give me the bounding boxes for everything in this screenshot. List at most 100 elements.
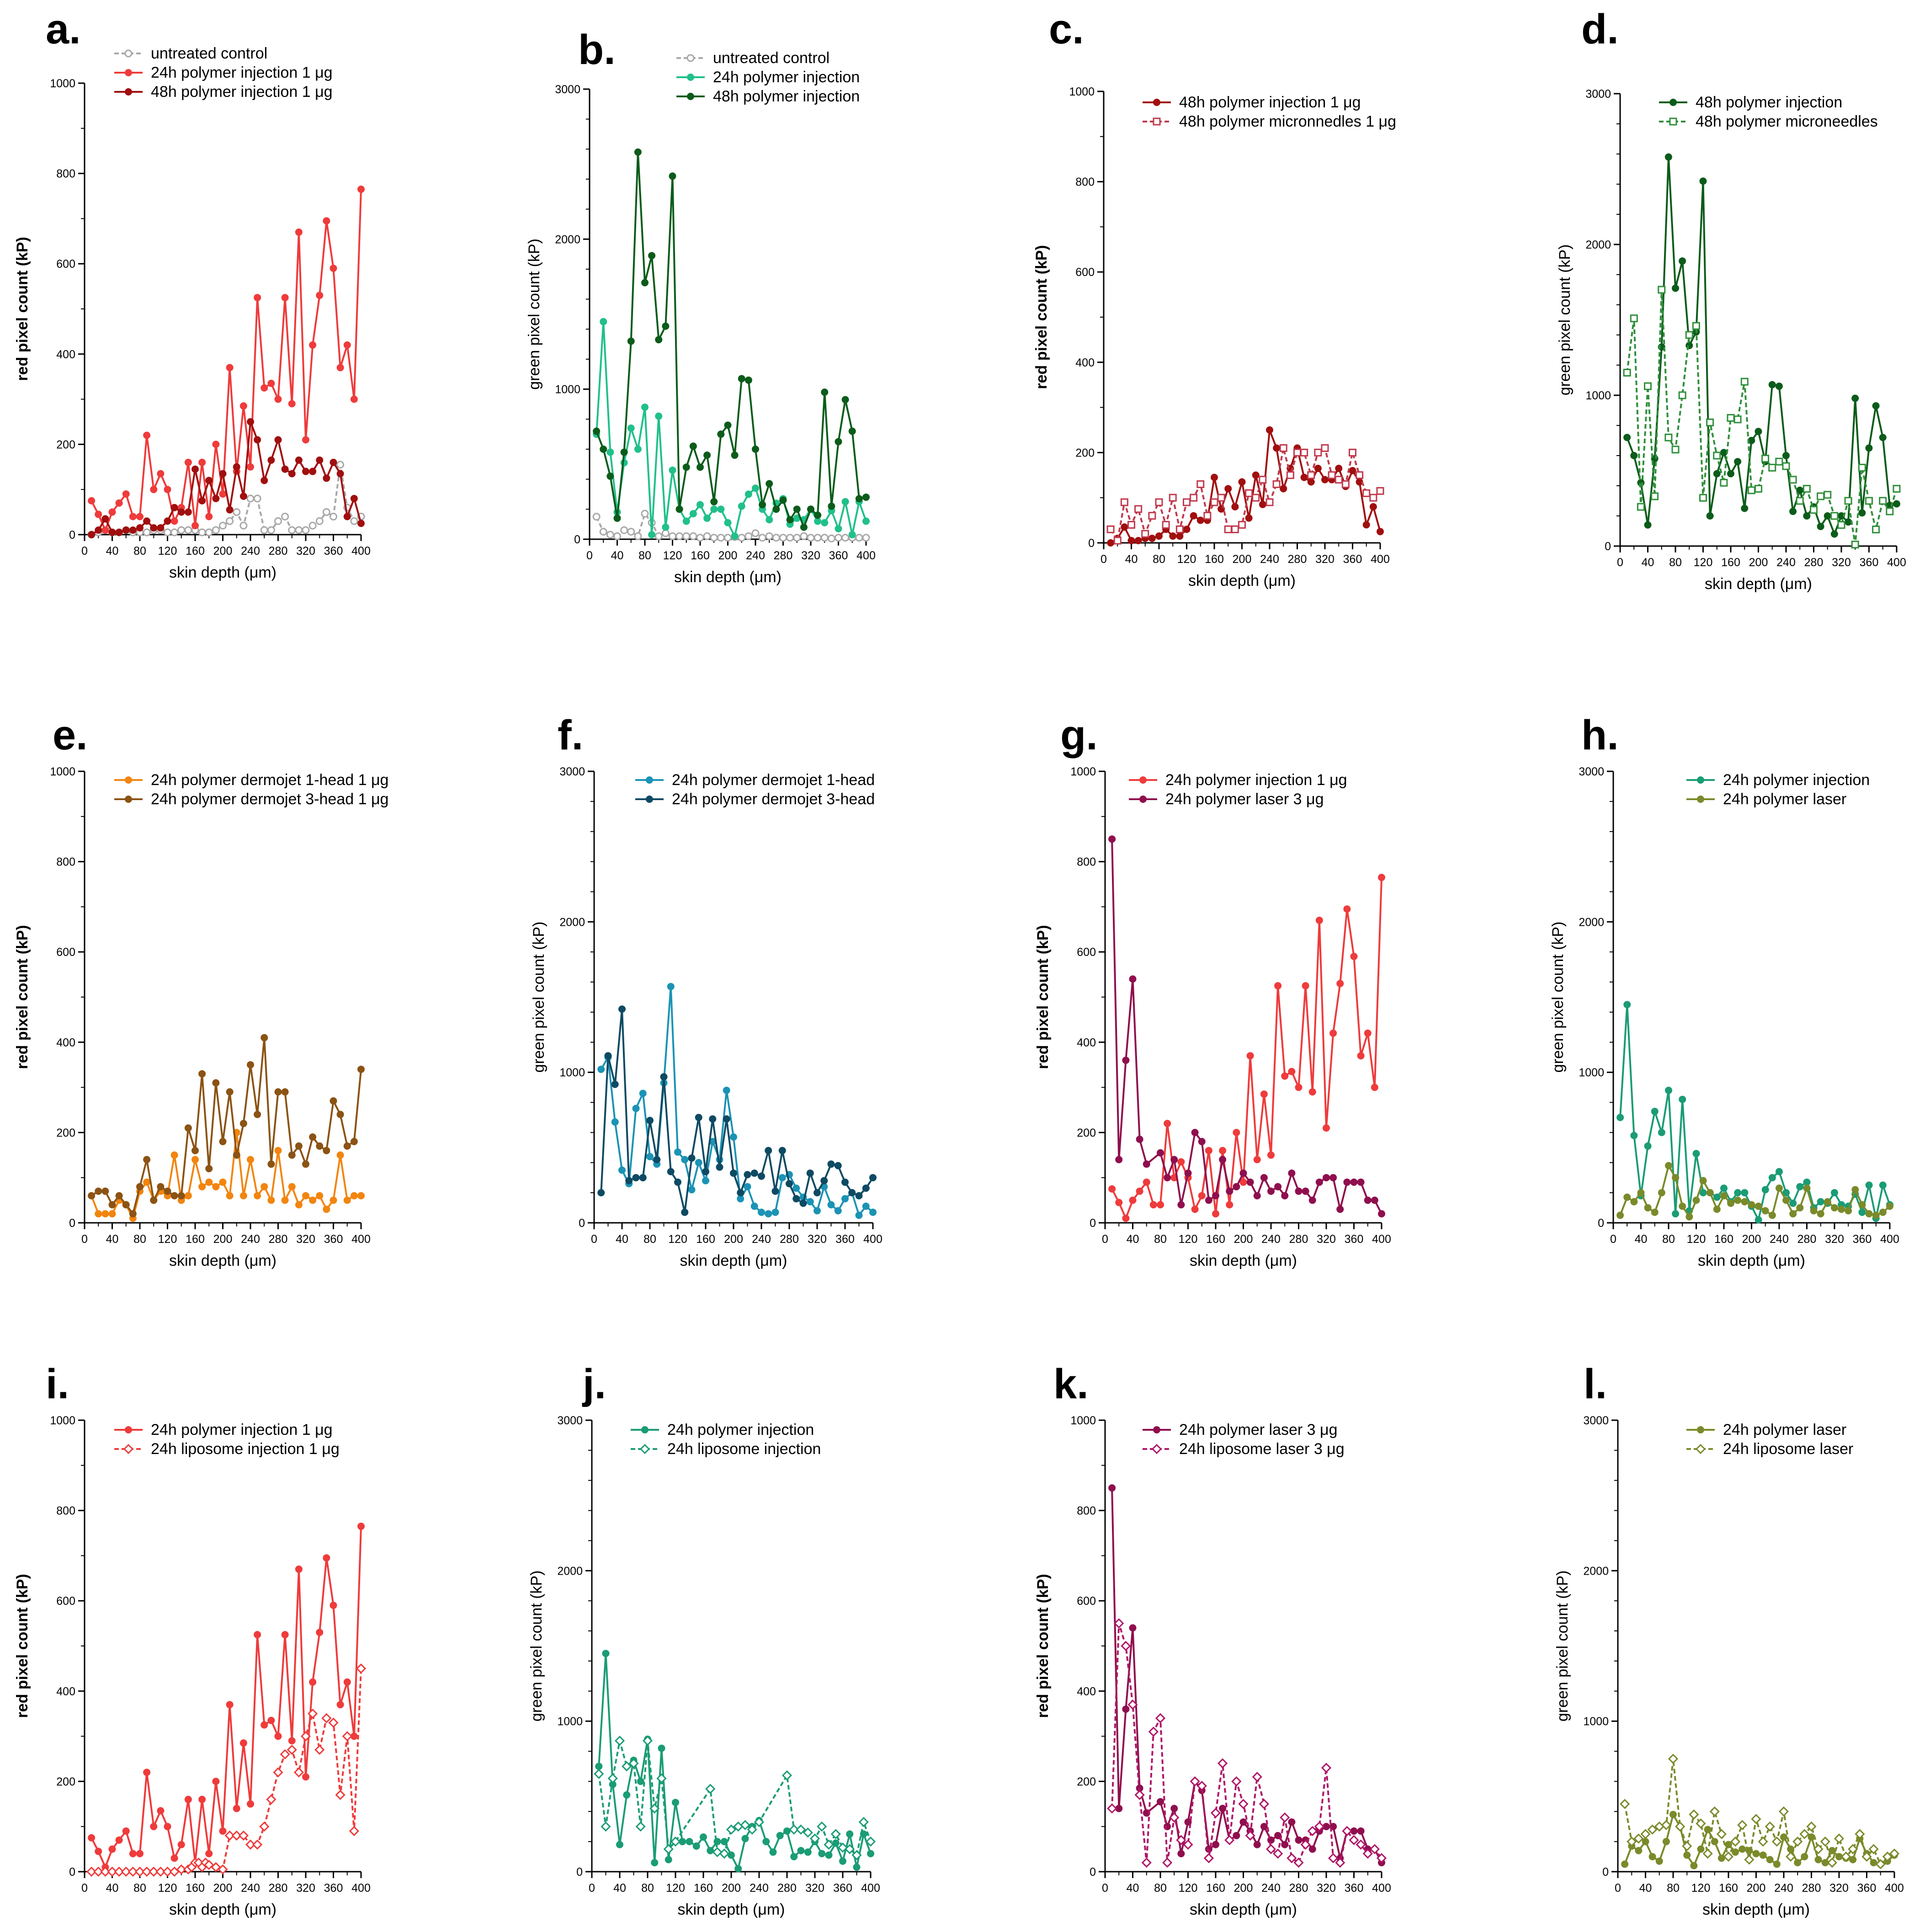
data-point — [1637, 1189, 1645, 1197]
data-point — [689, 442, 697, 450]
data-point — [800, 532, 808, 540]
y-tick-label: 1000 — [557, 1715, 583, 1728]
data-point — [357, 1066, 365, 1073]
data-point — [115, 1836, 123, 1844]
data-point — [1882, 1851, 1893, 1862]
data-point — [1203, 512, 1212, 520]
data-point — [1149, 1201, 1157, 1209]
y-tick-label: 600 — [1077, 946, 1096, 959]
data-point — [1692, 322, 1700, 330]
data-point — [1106, 525, 1115, 533]
x-tick-label: 200 — [724, 1233, 743, 1246]
data-point — [1148, 512, 1156, 520]
data-point — [164, 486, 171, 494]
data-point — [827, 1160, 835, 1168]
data-point — [164, 1187, 171, 1195]
legend-marker — [1139, 776, 1147, 784]
data-point — [323, 217, 330, 225]
data-point — [797, 1847, 805, 1854]
data-point — [793, 534, 801, 542]
x-tick-label: 360 — [1345, 1882, 1364, 1895]
panel-letter: i. — [46, 1361, 69, 1407]
data-point — [682, 517, 690, 525]
data-point — [1824, 1198, 1831, 1205]
y-axis-label: green pixel count (kP) — [1556, 244, 1574, 396]
data-point — [1364, 1196, 1372, 1204]
data-point — [765, 532, 773, 540]
data-point — [1155, 1713, 1166, 1724]
data-point — [170, 1854, 178, 1862]
data-point — [1865, 1210, 1873, 1218]
data-point — [1692, 1196, 1700, 1204]
data-point — [1238, 478, 1246, 486]
x-tick-label: 80 — [1154, 1233, 1167, 1246]
data-point — [730, 1133, 737, 1141]
panel-letter: g. — [1060, 712, 1098, 759]
legend-label: 48h polymer injection 1 μg — [151, 83, 333, 101]
data-point — [1778, 1806, 1789, 1817]
x-tick-label: 320 — [1317, 1882, 1336, 1895]
data-point — [95, 1210, 102, 1218]
y-tick-label: 200 — [56, 1775, 75, 1788]
data-point — [134, 1866, 145, 1877]
legend-label: 24h liposome laser 3 μg — [1179, 1440, 1345, 1458]
data-point — [1875, 1859, 1886, 1869]
data-point — [653, 1156, 661, 1163]
data-point — [1640, 1829, 1651, 1839]
y-tick-label: 0 — [1090, 1866, 1096, 1879]
data-point — [1328, 471, 1336, 479]
y-tick-label: 0 — [579, 1217, 585, 1230]
data-point — [288, 1183, 296, 1190]
data-point — [772, 534, 780, 542]
data-point — [662, 322, 670, 330]
data-point — [851, 1850, 862, 1860]
x-tick-label: 400 — [863, 1233, 883, 1246]
data-point — [247, 463, 254, 471]
x-tick-label: 0 — [589, 1882, 595, 1895]
legend-marker — [1153, 117, 1161, 126]
data-point — [1830, 530, 1838, 538]
data-point — [1886, 1202, 1893, 1210]
data-point — [1664, 433, 1673, 441]
y-tick-label: 600 — [56, 946, 75, 959]
x-axis-label: skin depth (μm) — [169, 564, 276, 581]
data-point — [309, 1678, 317, 1686]
x-tick-label: 280 — [269, 1233, 288, 1246]
data-point — [170, 504, 178, 511]
chart-panel: j. 0 1000 2000 3000 0 40 80 120 160 200 240 280 320 36… — [528, 1361, 880, 1918]
data-point — [1776, 1184, 1783, 1192]
legend-marker — [686, 54, 695, 62]
x-tick-label: 200 — [213, 1882, 233, 1895]
data-point — [1768, 463, 1776, 472]
x-tick-label: 160 — [696, 1233, 715, 1246]
data-point — [1817, 1198, 1824, 1205]
data-point — [648, 252, 656, 260]
data-point — [1658, 1129, 1665, 1136]
panel-letter: f. — [558, 712, 583, 759]
data-point — [1129, 1196, 1137, 1204]
data-point — [136, 513, 144, 520]
data-point — [766, 516, 773, 524]
data-point — [191, 1156, 199, 1163]
data-point — [205, 1165, 213, 1173]
data-point — [869, 1174, 877, 1182]
legend-marker — [125, 88, 132, 96]
data-point — [821, 519, 829, 526]
data-point — [1713, 1194, 1721, 1201]
x-tick-label: 160 — [1205, 553, 1224, 566]
data-point — [1293, 448, 1301, 456]
data-point — [1274, 982, 1282, 990]
data-point — [1858, 463, 1866, 472]
data-point — [731, 451, 739, 459]
data-point — [267, 1196, 275, 1204]
data-point — [710, 534, 718, 542]
x-tick-label: 80 — [1662, 1233, 1675, 1246]
data-point — [1265, 1844, 1276, 1854]
data-point — [1328, 1853, 1339, 1863]
legend-label: 24h polymer laser 3 μg — [1165, 791, 1324, 808]
data-point — [1696, 1818, 1706, 1829]
data-point — [738, 534, 746, 542]
data-point — [1246, 1178, 1254, 1186]
y-tick-label: 800 — [56, 856, 75, 869]
x-tick-label: 280 — [1289, 1233, 1308, 1246]
